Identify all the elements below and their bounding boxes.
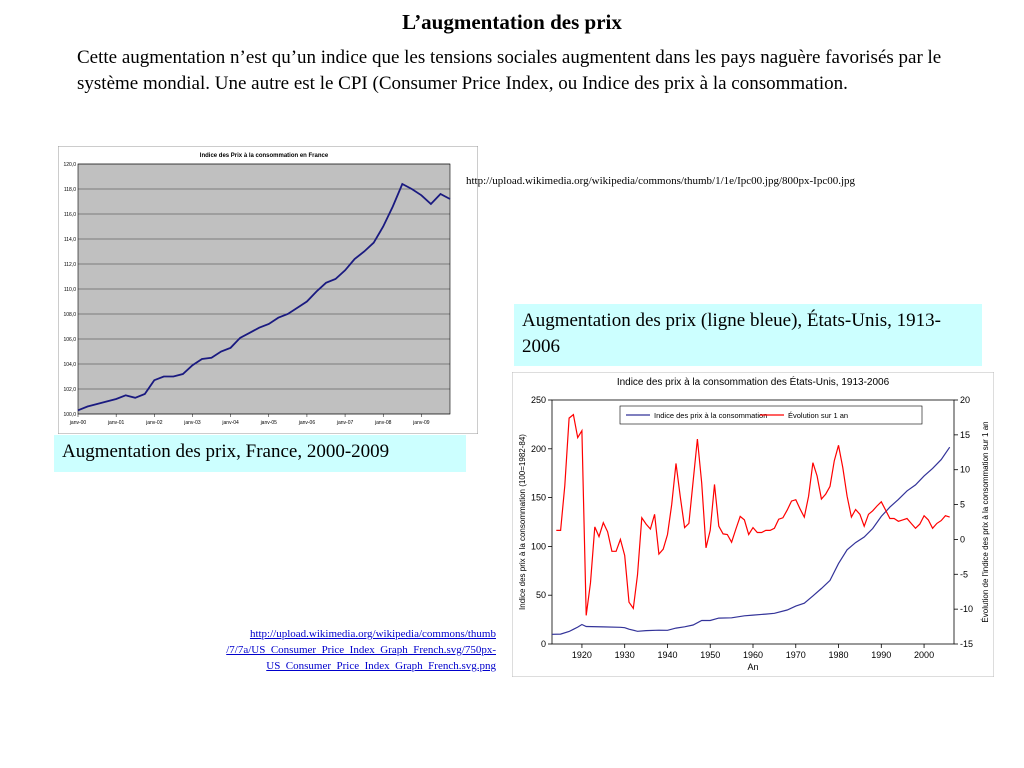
fr-x-tick-label: janv-02 xyxy=(145,420,163,426)
us-cpi-index-line xyxy=(551,446,951,635)
us-y-right-tick-label: -15 xyxy=(960,639,973,649)
us-y-right-tick-label: 5 xyxy=(960,500,965,510)
us-x-tick-label: 1990 xyxy=(871,650,891,660)
us-y-right-tick-label: -10 xyxy=(960,604,973,614)
us-cpi-svg: Indice des prix à la consommation des Ét… xyxy=(511,371,995,678)
us-url-line-1[interactable]: http://upload.wikimedia.org/wikipedia/co… xyxy=(249,628,496,640)
us-x-tick-label: 1950 xyxy=(700,650,720,660)
fr-y-tick-label: 116,0 xyxy=(64,212,76,218)
us-y-right-tick-label: 0 xyxy=(960,534,965,544)
us-y-tick-label: 150 xyxy=(531,493,546,503)
fr-cpi-line xyxy=(77,182,451,412)
fr-x-tick-label: janv-03 xyxy=(183,420,201,426)
fr-x-tick-label: janv-04 xyxy=(221,420,239,426)
us-y-axis-label: Indice des prix à la consommation (100=1… xyxy=(518,434,527,610)
us-chart-title: Indice des prix à la consommation des Ét… xyxy=(617,375,890,388)
fr-x-tick-label: janv-05 xyxy=(260,420,278,426)
us-cpi-chart: Indice des prix à la consommation des Ét… xyxy=(511,371,995,678)
fr-y-tick-label: 120,0 xyxy=(63,162,76,168)
fr-x-tick-label: janv-01 xyxy=(107,420,125,426)
fr-y-tick-label: 106,0 xyxy=(63,337,76,343)
us-x-tick-label: 1920 xyxy=(572,650,592,660)
us-chart-caption: Augmentation des prix (ligne bleue), Éta… xyxy=(514,304,982,366)
fr-x-tick-label: janv-07 xyxy=(336,420,354,426)
fr-y-tick-label: 102,0 xyxy=(63,387,76,393)
us-url-line-2[interactable]: /7/7a/US_Consumer_Price_Index_Graph_Fren… xyxy=(226,644,496,656)
fr-y-tick-label: 112,0 xyxy=(64,262,76,268)
fr-x-tick-label: janv-00 xyxy=(69,420,87,426)
us-chart-source-url[interactable]: http://upload.wikimedia.org/wikipedia/co… xyxy=(160,626,496,674)
fr-y-tick-label: 118,0 xyxy=(64,187,76,193)
fr-chart-title: Indice des Prix à la consommation en Fra… xyxy=(200,153,329,159)
us-annual-change-line xyxy=(556,413,950,616)
us-y-right-tick-label: 15 xyxy=(960,430,970,440)
us-x-tick-label: 1930 xyxy=(615,650,635,660)
us-y-right-tick-label: 10 xyxy=(960,465,970,475)
france-cpi-chart: Indice des Prix à la consommation en Fra… xyxy=(57,145,479,435)
intro-paragraph: Cette augmentation n’est qu’un indice qu… xyxy=(77,47,942,94)
us-y-right-tick-label: 20 xyxy=(960,395,970,405)
france-chart-source-url[interactable]: http://upload.wikimedia.org/wikipedia/co… xyxy=(466,175,856,187)
us-x-tick-label: 1970 xyxy=(786,650,806,660)
us-x-axis-label: An xyxy=(747,662,758,672)
fr-y-tick-label: 104,0 xyxy=(63,362,76,368)
us-y-tick-label: 0 xyxy=(541,639,546,649)
france-chart-caption: Augmentation des prix, France, 2000-2009 xyxy=(54,435,466,472)
us-y-tick-label: 100 xyxy=(531,541,546,551)
fr-x-tick-label: janv-08 xyxy=(374,420,392,426)
fr-x-tick-label: janv-09 xyxy=(412,420,430,426)
us-x-tick-label: 2000 xyxy=(914,650,934,660)
france-cpi-svg: Indice des Prix à la consommation en Fra… xyxy=(57,145,479,435)
fr-y-tick-label: 110,0 xyxy=(64,287,76,293)
us-y-right-tick-label: -5 xyxy=(960,569,968,579)
us-plot-area xyxy=(551,399,955,645)
us-y-tick-label: 50 xyxy=(536,590,546,600)
us-x-tick-label: 1960 xyxy=(743,650,763,660)
us-x-tick-label: 1980 xyxy=(829,650,849,660)
fr-x-tick-label: janv-06 xyxy=(298,420,316,426)
fr-y-tick-label: 114,0 xyxy=(64,237,76,243)
us-y-tick-label: 200 xyxy=(531,444,546,454)
us-x-tick-label: 1940 xyxy=(657,650,677,660)
us-url-line-3[interactable]: US_Consumer_Price_Index_Graph_French.svg… xyxy=(266,660,496,672)
us-y-right-axis-label: Évolution de l'indice des prix à la cons… xyxy=(981,421,990,622)
us-legend-label-change: Évolution sur 1 an xyxy=(788,411,848,420)
slide-title: L’augmentation des prix xyxy=(402,10,622,34)
us-legend-label-index: Indice des prix à la consommation xyxy=(654,411,767,420)
fr-y-tick-label: 100,0 xyxy=(63,412,76,418)
fr-y-tick-label: 108,0 xyxy=(63,312,76,318)
us-y-tick-label: 250 xyxy=(531,395,546,405)
